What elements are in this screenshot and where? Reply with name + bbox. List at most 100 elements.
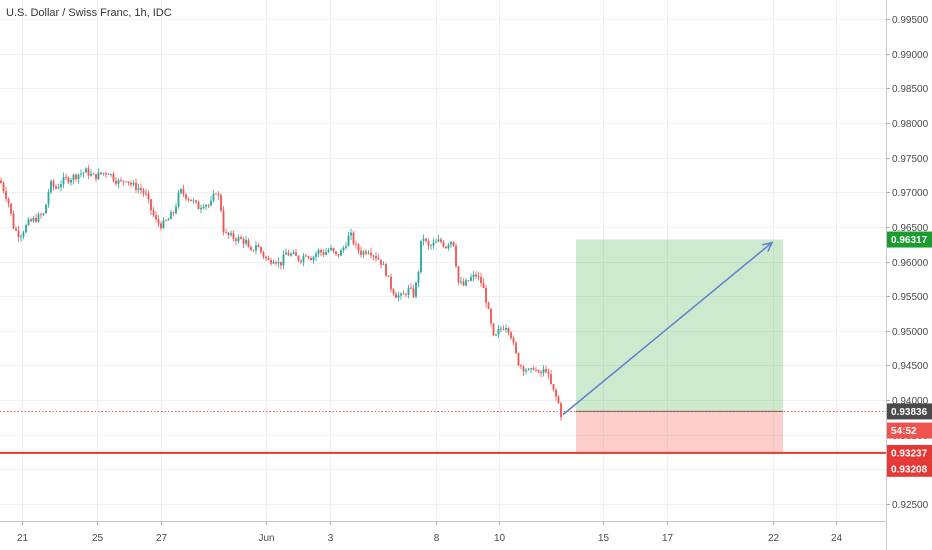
- candle-body: [322, 252, 325, 255]
- candle-body: [487, 302, 490, 309]
- candle-body: [292, 252, 295, 254]
- candle-body: [352, 232, 355, 244]
- candle-body: [485, 288, 487, 303]
- candle-body: [20, 236, 22, 238]
- candle-body: [272, 262, 275, 264]
- y-tick-label: 0.98500: [892, 84, 929, 95]
- candle-body: [72, 174, 75, 181]
- candle-body: [65, 177, 67, 178]
- candle-body: [207, 204, 210, 206]
- candle-body: [90, 173, 92, 176]
- candle-body: [10, 203, 12, 214]
- y-tick-label: 0.97500: [892, 154, 929, 165]
- candle-body: [522, 366, 525, 372]
- candle-body: [497, 328, 500, 335]
- candle-body: [500, 328, 502, 330]
- candle-body: [362, 251, 365, 255]
- candle-body: [465, 280, 467, 286]
- candle-body: [130, 182, 132, 185]
- candle-body: [55, 186, 57, 189]
- candle-body: [87, 168, 90, 176]
- price-badge: [887, 444, 932, 461]
- price-badge: [887, 403, 932, 420]
- candle-body: [245, 240, 247, 244]
- candle-body: [525, 369, 527, 372]
- candle-body: [5, 191, 7, 199]
- candle-body: [460, 281, 462, 283]
- candle-body: [227, 232, 230, 236]
- candle-body: [390, 276, 392, 290]
- forecast-arrow-shaft: [562, 241, 773, 416]
- x-tick-label: 22: [768, 533, 780, 544]
- candle-body: [215, 193, 217, 195]
- candle-body: [42, 213, 45, 216]
- candle-body: [147, 193, 150, 200]
- candle-body: [330, 248, 332, 251]
- candle-body: [232, 233, 235, 239]
- candle-body: [395, 293, 397, 298]
- price-badge-label: 0.93836: [891, 407, 928, 418]
- candle-body: [542, 369, 545, 374]
- candle-body: [422, 238, 425, 241]
- candle-body: [80, 173, 82, 175]
- candle-body: [407, 287, 410, 295]
- candle-body: [62, 177, 65, 185]
- candle-body: [255, 245, 257, 251]
- candle-body: [157, 219, 160, 224]
- candle-body: [490, 308, 492, 324]
- candle-body: [205, 204, 207, 207]
- candle-body: [95, 174, 97, 180]
- candle-body: [202, 206, 205, 208]
- price-badge-label: 0.93208: [891, 464, 928, 475]
- y-tick-label: 0.94500: [892, 361, 929, 372]
- candle-body: [357, 244, 360, 251]
- candle-body: [152, 210, 155, 216]
- candle-body: [155, 215, 157, 220]
- candle-body: [135, 182, 137, 190]
- candle-body: [537, 370, 540, 373]
- candle-body: [60, 184, 62, 188]
- candle-body: [37, 214, 40, 222]
- x-tick-label: 10: [494, 533, 506, 544]
- candle-body: [530, 368, 532, 370]
- candle-body: [327, 250, 330, 253]
- y-tick-label: 0.98000: [892, 119, 929, 130]
- candle-body: [555, 389, 557, 397]
- candle-body: [197, 202, 200, 210]
- time-axis[interactable]: 21 25 27 Jun 3 8 10 15 17 22 24: [17, 521, 843, 544]
- candle-body: [410, 287, 412, 289]
- candle-body: [505, 328, 507, 330]
- y-tick-label: 0.99000: [892, 50, 929, 61]
- candle-body: [77, 174, 80, 179]
- candle-body: [452, 241, 455, 247]
- candle-body: [370, 252, 372, 256]
- candle-body: [117, 180, 120, 184]
- candle-body: [240, 237, 242, 239]
- candle-body: [30, 219, 32, 222]
- candle-body: [387, 275, 390, 277]
- y-tick-label: 0.99500: [892, 15, 929, 26]
- candle-body: [450, 241, 452, 245]
- candle-body: [265, 256, 267, 259]
- candle-body: [210, 200, 212, 206]
- price-badge-label: 54:52: [891, 426, 917, 437]
- candle-body: [85, 168, 87, 173]
- x-tick-label: 8: [434, 533, 440, 544]
- candle-body: [187, 198, 190, 200]
- candle-body: [270, 259, 272, 264]
- candle-body: [242, 238, 245, 244]
- candle-body: [512, 338, 515, 343]
- candle-body: [315, 253, 317, 257]
- candle-body: [417, 272, 420, 283]
- candle-body: [217, 193, 220, 196]
- y-tick-label: 0.95000: [892, 327, 929, 338]
- candle-body: [360, 250, 362, 255]
- x-tick-label: 17: [662, 533, 674, 544]
- candle-body: [307, 256, 310, 258]
- candle-body: [185, 194, 187, 199]
- candle-body: [200, 207, 202, 210]
- candle-body: [517, 353, 520, 366]
- forecast-arrow-head: [762, 241, 774, 252]
- y-tick-label: 0.96500: [892, 223, 929, 234]
